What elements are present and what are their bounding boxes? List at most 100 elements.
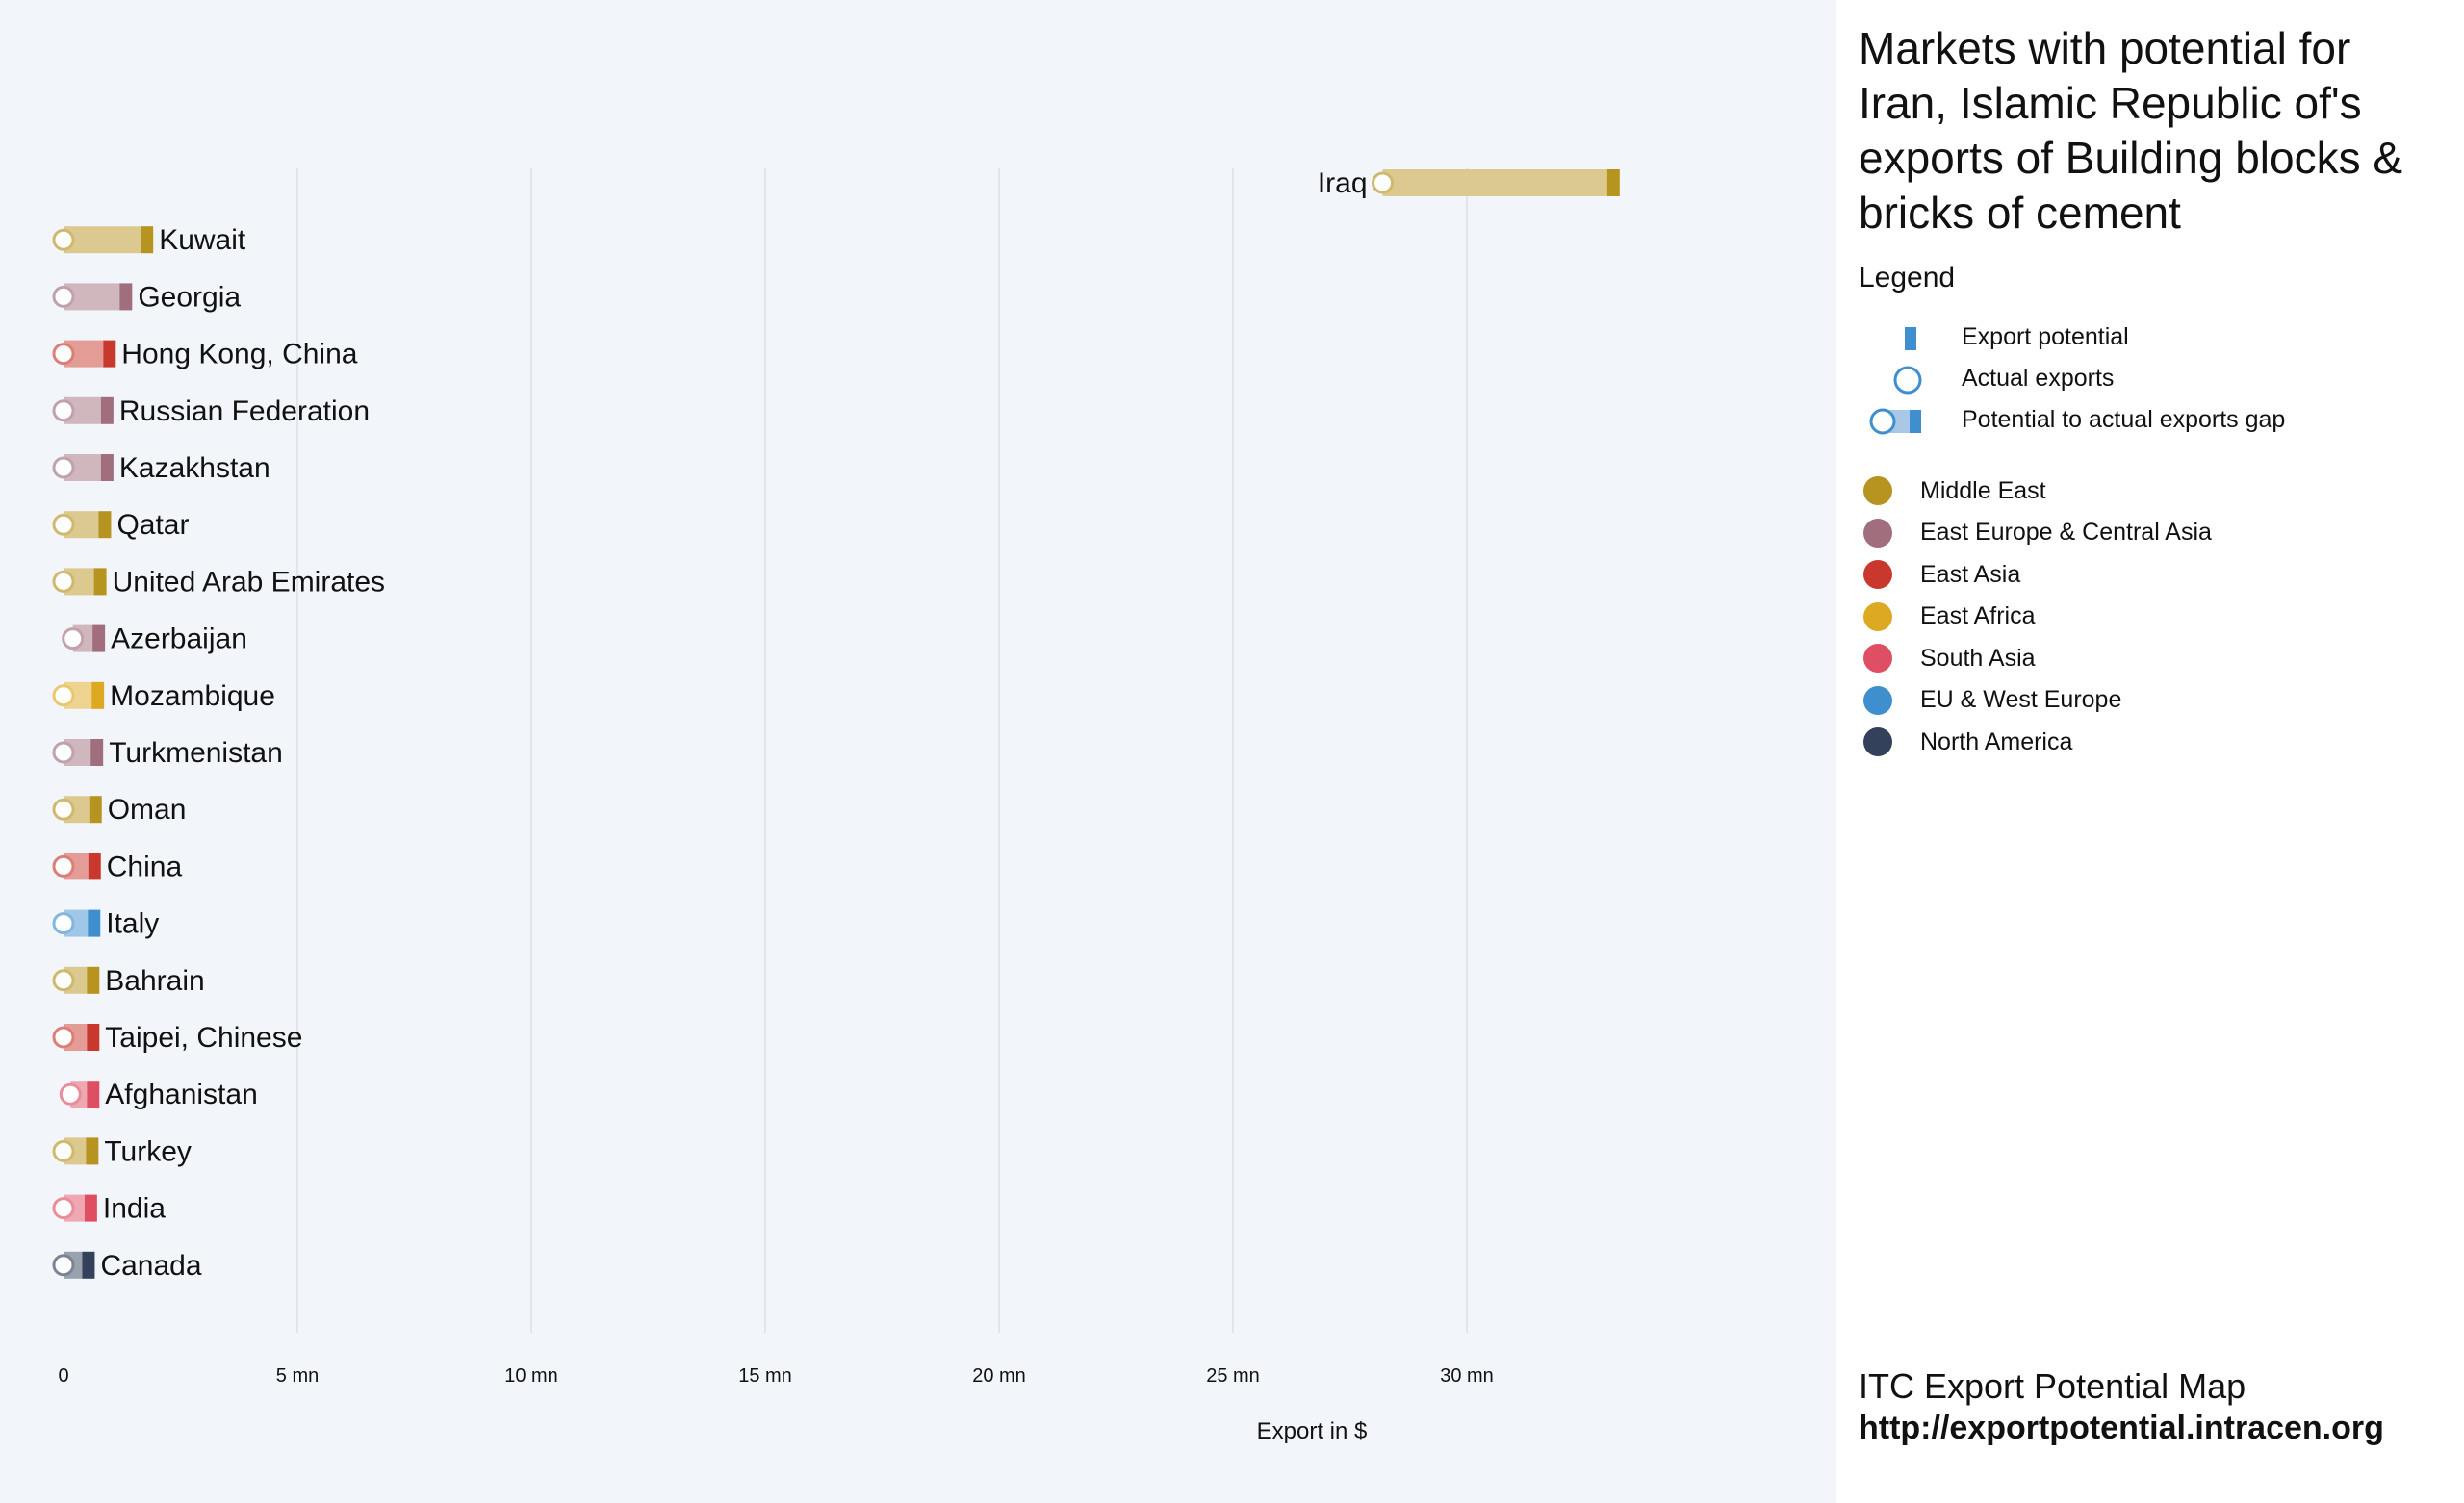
market-row[interactable]: Turkey: [52, 1135, 192, 1167]
market-row[interactable]: Iraq: [1318, 167, 1620, 199]
x-axis-label: Export in $: [1257, 1418, 1368, 1444]
potential-marker: [100, 454, 114, 481]
legend-label: Potential to actual exports gap: [1962, 405, 2286, 433]
actual-marker: [52, 399, 75, 422]
actual-marker: [52, 285, 75, 308]
market-label: Oman: [108, 794, 187, 826]
source-url[interactable]: http://exportpotential.intracen.org: [1859, 1410, 2384, 1446]
gap-bar: [64, 226, 141, 254]
market-row[interactable]: Georgia: [52, 281, 241, 313]
market-row[interactable]: Russian Federation: [52, 395, 370, 427]
market-label: Kuwait: [159, 224, 246, 256]
x-tick-label: 0: [58, 1365, 68, 1387]
potential-bar-icon: [1905, 327, 1916, 350]
chart-area: 0 5 mn 10 mn 15 mn 20 mn 25 mn 30 mn Iraq Kuwai…: [52, 167, 1620, 1444]
actual-marker: [52, 741, 75, 764]
potential-marker: [82, 1251, 95, 1279]
actual-marker: [1372, 171, 1395, 194]
market-row[interactable]: Mozambique: [52, 680, 275, 712]
potential-marker: [84, 1194, 97, 1222]
actual-marker: [52, 343, 75, 366]
potential-marker: [88, 909, 101, 937]
potential-marker: [87, 1081, 100, 1108]
market-label: Bahrain: [105, 965, 204, 997]
market-row[interactable]: Kuwait: [52, 224, 246, 256]
market-label: Mozambique: [110, 680, 275, 712]
market-row[interactable]: Italy: [52, 908, 159, 940]
market-row[interactable]: Taipei, Chinese: [52, 1022, 302, 1054]
region-label: South Asia: [1920, 644, 2036, 672]
potential-marker: [141, 226, 154, 254]
market-label: Georgia: [138, 281, 241, 313]
actual-circle-icon: [1893, 366, 1922, 395]
x-tick-label: 15 mn: [738, 1365, 792, 1387]
legend-label: Actual exports: [1962, 364, 2115, 392]
actual-marker: [52, 1139, 75, 1162]
legend-item-export-potential: Export potential: [1836, 318, 2452, 356]
legend-label: Export potential: [1962, 322, 2129, 350]
potential-marker: [89, 796, 102, 824]
x-tick-label: 10 mn: [504, 1365, 558, 1387]
actual-marker: [52, 570, 75, 593]
potential-marker: [87, 1024, 100, 1051]
legend-item-gap: Potential to actual exports gap: [1836, 400, 2452, 439]
region-legend-item: East Africa: [1836, 598, 2452, 636]
region-legend-item: North America: [1836, 723, 2452, 761]
region-legend-item: Middle East: [1836, 471, 2452, 510]
source-text: ITC Export Potential Map: [1859, 1366, 2246, 1406]
market-row[interactable]: Azerbaijan: [62, 624, 247, 655]
market-label: Afghanistan: [105, 1079, 257, 1110]
potential-marker: [92, 624, 106, 652]
region-dot-icon: [1863, 644, 1892, 673]
market-row[interactable]: United Arab Emirates: [52, 566, 385, 598]
legend-heading: Legend: [1859, 262, 1956, 293]
market-row[interactable]: Turkmenistan: [52, 737, 283, 769]
actual-marker: [52, 969, 75, 992]
sidebar: Markets with potential for Iran, Islamic…: [1836, 0, 2464, 1503]
market-label: Hong Kong, China: [121, 339, 357, 370]
market-row[interactable]: Bahrain: [52, 965, 205, 997]
market-label: Italy: [106, 908, 159, 940]
chart-marks: Iraq Kuwait Georgia Hong Kong, China Russian…: [52, 167, 1620, 1282]
potential-marker: [100, 396, 114, 424]
market-row[interactable]: Kazakhstan: [52, 452, 270, 484]
market-row[interactable]: India: [52, 1193, 166, 1225]
x-tick-label: 30 mn: [1440, 1365, 1494, 1387]
market-row[interactable]: Canada: [52, 1250, 202, 1282]
region-dot-icon: [1863, 685, 1892, 715]
actual-marker: [52, 798, 75, 821]
market-label: Kazakhstan: [119, 452, 270, 484]
region-label: Middle East: [1920, 476, 2046, 504]
region-dot-icon: [1863, 476, 1892, 505]
chart-title: Markets with potential for Iran, Islamic…: [1859, 23, 2403, 238]
market-row[interactable]: Hong Kong, China: [52, 339, 358, 370]
market-label: China: [107, 851, 183, 882]
market-row[interactable]: Qatar: [52, 509, 189, 541]
x-tick-label: 20 mn: [972, 1365, 1026, 1387]
market-row[interactable]: Oman: [52, 794, 187, 826]
potential-marker: [1606, 169, 1620, 196]
chart-svg: 0 5 mn 10 mn 15 mn 20 mn 25 mn 30 mn Iraq Kuwai…: [52, 167, 1620, 1444]
actual-marker: [52, 228, 75, 251]
region-dot-icon: [1863, 727, 1892, 756]
market-row[interactable]: Afghanistan: [59, 1079, 258, 1110]
market-label: Taipei, Chinese: [105, 1022, 302, 1054]
potential-marker: [91, 681, 105, 709]
actual-marker: [52, 1026, 75, 1049]
market-label: India: [103, 1193, 166, 1225]
market-label: United Arab Emirates: [113, 566, 385, 598]
region-legend-item: East Europe & Central Asia: [1836, 514, 2452, 552]
market-label: Canada: [100, 1250, 201, 1282]
potential-marker: [87, 966, 100, 994]
potential-marker: [88, 853, 101, 880]
x-tick-label: 5 mn: [276, 1365, 319, 1387]
market-row[interactable]: China: [52, 851, 183, 882]
actual-marker: [62, 627, 85, 650]
region-label: North America: [1920, 727, 2073, 755]
actual-marker: [52, 684, 75, 707]
grid-lines: [296, 168, 1468, 1333]
market-label: Turkey: [104, 1135, 192, 1167]
gap-bar: [1382, 169, 1607, 196]
region-dot-icon: [1863, 560, 1892, 589]
region-label: East Europe & Central Asia: [1920, 519, 2212, 546]
